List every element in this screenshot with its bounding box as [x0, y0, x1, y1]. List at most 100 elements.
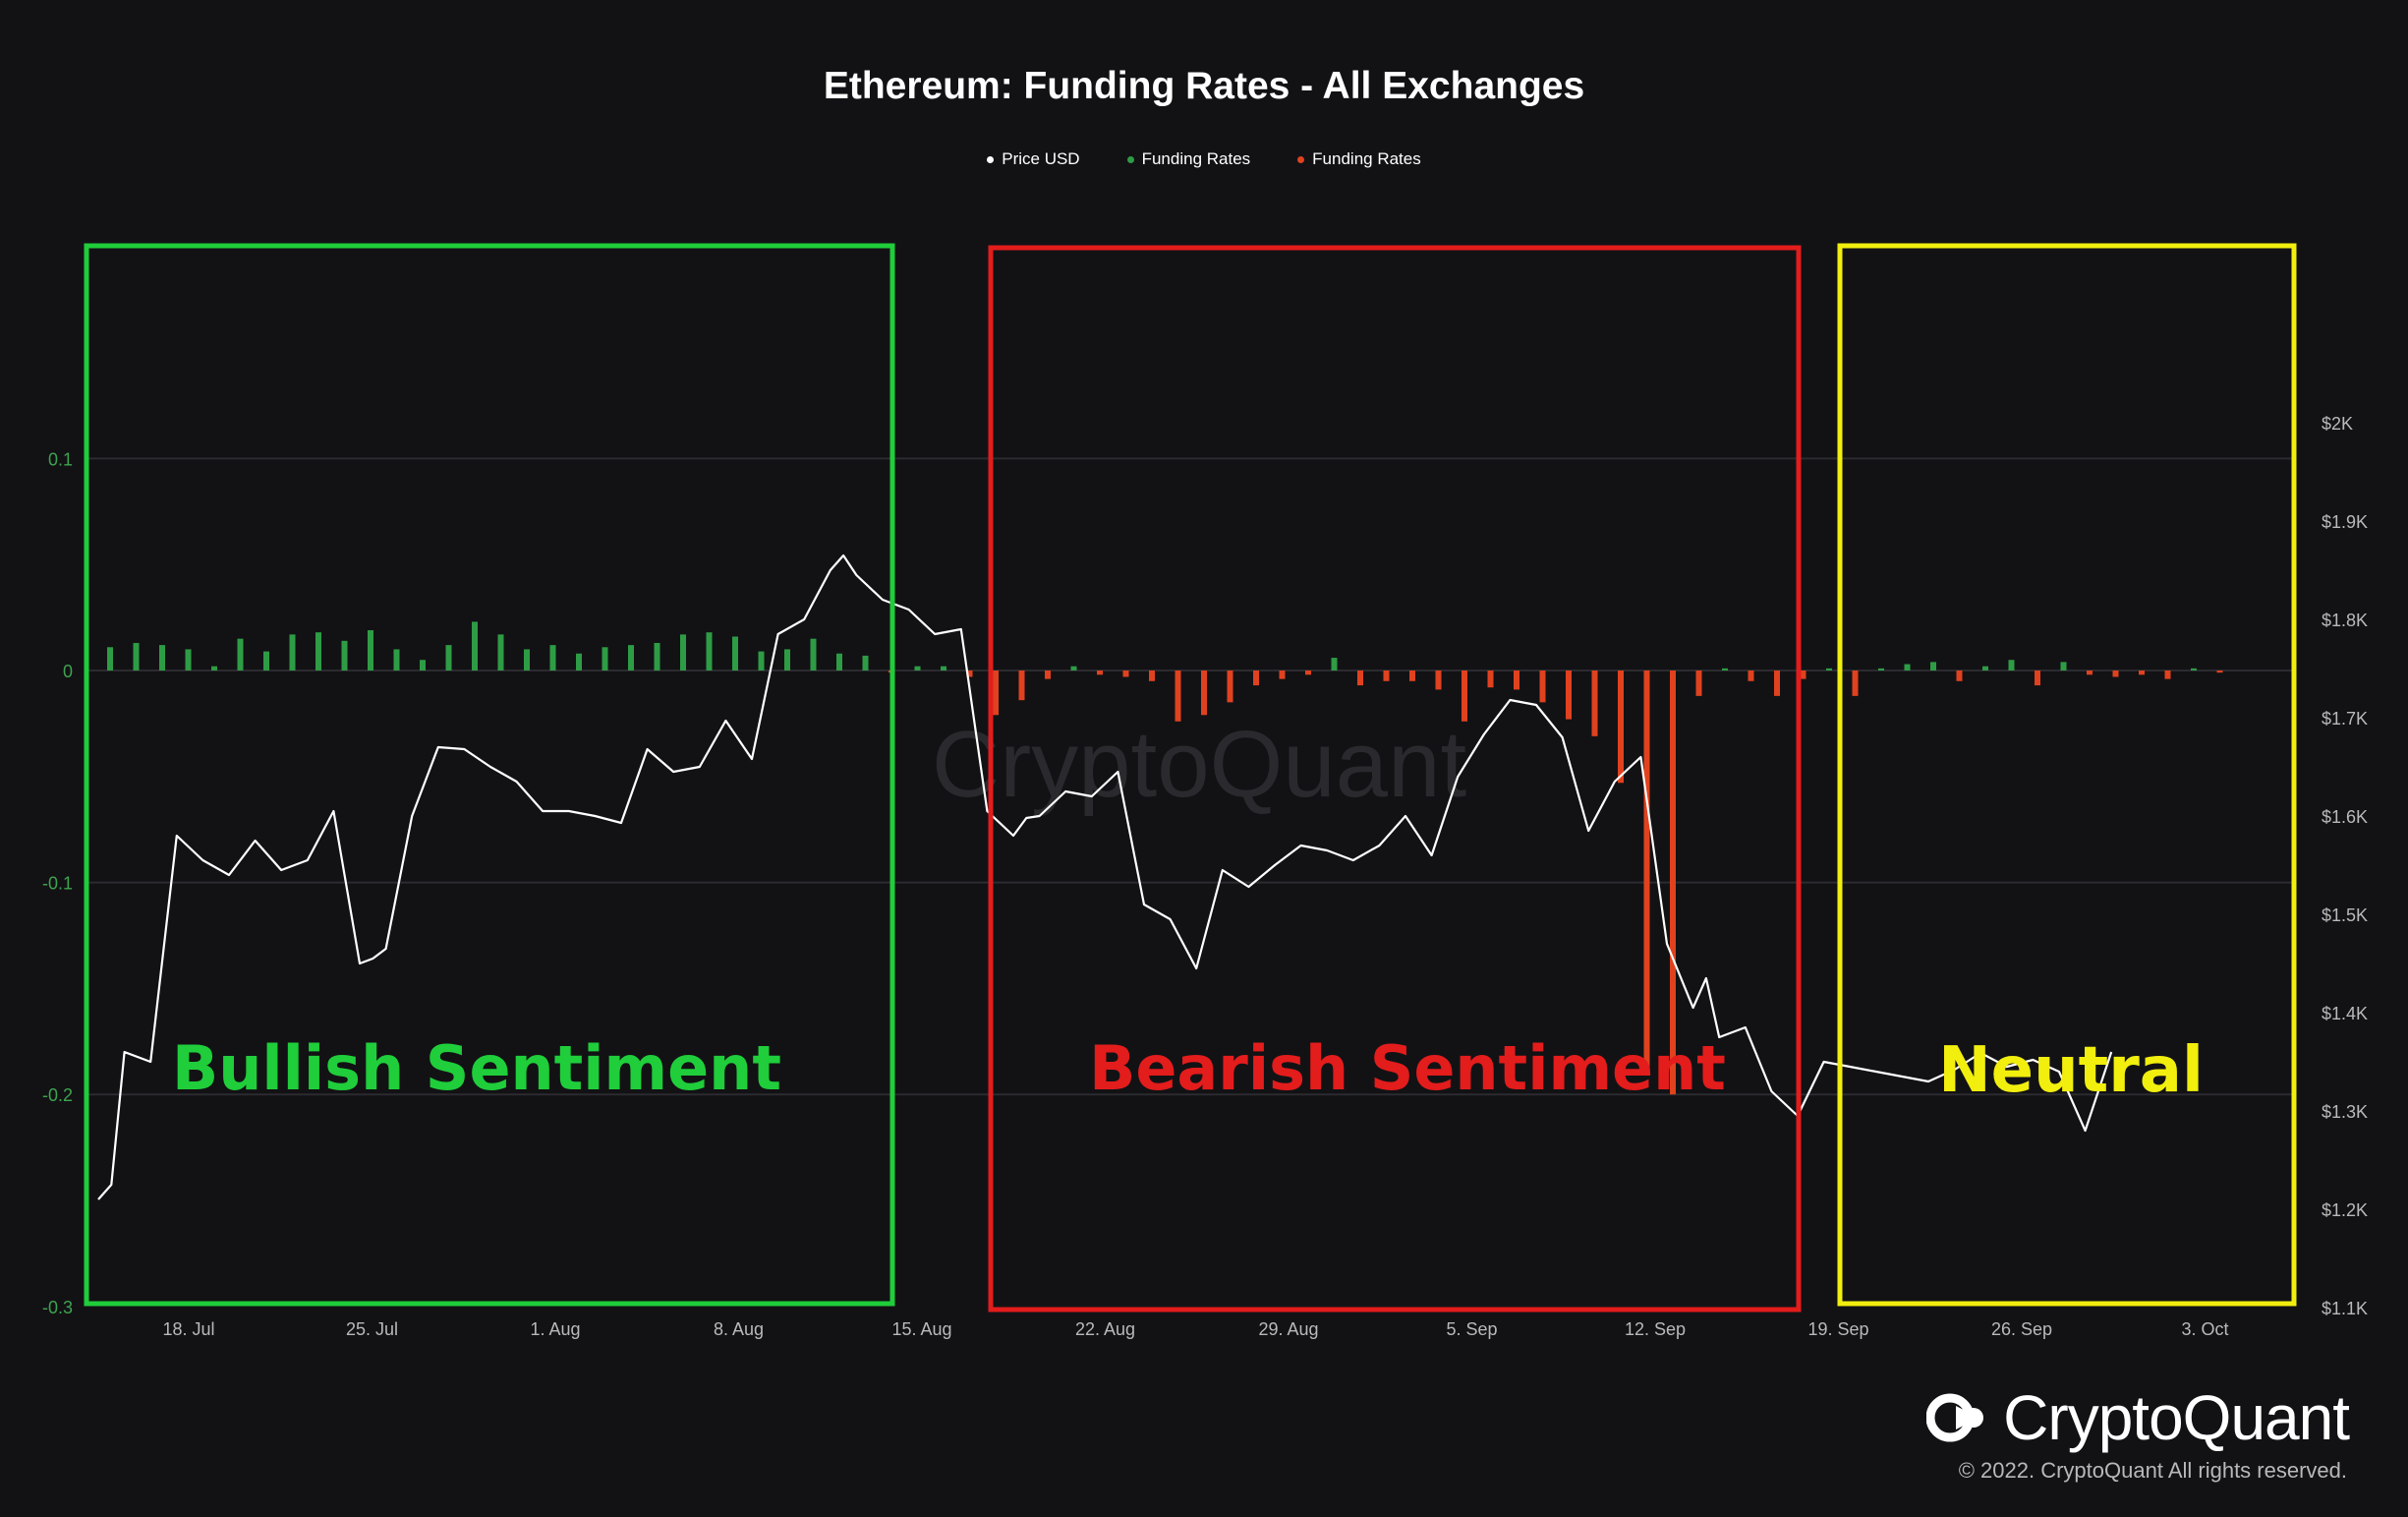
legend-dot-icon [1297, 155, 1305, 163]
funding-bar-positive [732, 636, 738, 671]
funding-bar-positive [1722, 668, 1728, 671]
funding-bar-positive [393, 649, 400, 671]
funding-bar-negative [1539, 671, 1546, 703]
funding-bar-negative [2216, 671, 2223, 673]
funding-bar-negative [1149, 671, 1155, 681]
funding-bar-positive [2060, 662, 2067, 671]
x-axis-tick: 8. Aug [714, 1319, 764, 1339]
funding-bar-negative [1409, 671, 1415, 681]
legend-dot-icon [987, 155, 995, 163]
funding-bar-positive [914, 666, 921, 671]
funding-bar-positive [549, 645, 556, 671]
x-axis-tick: 22. Aug [1075, 1319, 1135, 1339]
funding-bar-negative [1618, 671, 1624, 784]
x-axis-tick: 19. Sep [1807, 1319, 1868, 1339]
funding-bar-positive [784, 649, 790, 671]
grid-lines [86, 457, 2296, 1096]
funding-bar-positive [133, 642, 140, 671]
funding-bar-positive [1930, 662, 1936, 671]
legend-label: Funding Rates [1312, 149, 1421, 168]
right-axis-tick: $1.4K [2322, 1004, 2368, 1023]
funding-bar-negative [1201, 671, 1207, 716]
x-axis-tick: 25. Jul [346, 1319, 398, 1339]
left-axis-tick: 0.1 [48, 449, 73, 469]
funding-bar-positive [2008, 660, 2015, 671]
funding-bar-negative [2035, 671, 2040, 686]
funding-bar-negative [966, 671, 973, 677]
funding-bar-positive [159, 645, 165, 671]
funding-bar-positive [368, 630, 373, 671]
funding-bar-positive [576, 653, 582, 671]
right-axis-tick: $2K [2322, 414, 2353, 434]
funding-bar-positive [1331, 658, 1338, 671]
funding-bar-negative [1748, 671, 1754, 681]
watermark: CryptoQuant [932, 712, 1466, 817]
x-axis-tick: 1. Aug [530, 1319, 580, 1339]
funding-bar-positive [680, 634, 686, 671]
funding-bar-positive [602, 647, 608, 671]
legend: Price USD Funding Rates Funding Rates [0, 149, 2408, 169]
x-axis-tick: 29. Aug [1258, 1319, 1318, 1339]
x-axis-tick: 5. Sep [1446, 1319, 1497, 1339]
funding-bar-negative [1566, 671, 1572, 720]
funding-bar-positive [263, 651, 269, 671]
funding-bar-negative [1462, 671, 1467, 722]
funding-bar-negative [1097, 671, 1103, 675]
copyright-text: © 2022. CryptoQuant All rights reserved. [1958, 1458, 2347, 1483]
funding-bar-positive [2191, 668, 2197, 671]
right-axis-tick: $1.7K [2322, 709, 2368, 729]
funding-bar-positive [1070, 666, 1077, 671]
funding-bar-positive [185, 649, 192, 671]
legend-item-price[interactable]: Price USD [987, 149, 1080, 169]
x-axis-tick: 15. Aug [891, 1319, 951, 1339]
funding-bar-positive [810, 638, 817, 671]
funding-bar-negative [1279, 671, 1286, 679]
funding-bar-negative [1670, 671, 1676, 1095]
sentiment-box [988, 245, 1802, 1313]
funding-bar-positive [341, 640, 348, 671]
funding-bar-negative [1175, 671, 1181, 722]
right-axis-tick: $1.3K [2322, 1102, 2368, 1122]
funding-bar-positive [941, 666, 946, 671]
funding-bar-negative [2112, 671, 2119, 677]
right-axis-tick: $1.9K [2322, 512, 2368, 532]
right-axis-tick: $1.8K [2322, 611, 2368, 630]
funding-bar-negative [1956, 671, 1963, 681]
right-axis: $2K $1.9K $1.8K $1.7K $1.6K $1.5K $1.4K $1.3K $1… [2322, 414, 2368, 1318]
funding-bar-negative [1253, 671, 1259, 686]
funding-bar-negative [1357, 671, 1363, 686]
left-axis: 0.1 0 -0.1 -0.2 -0.3 [42, 449, 73, 1316]
sentiment-annotations: Bullish Sentiment Bearish Sentiment Neutra… [84, 243, 2297, 1313]
legend-label: Price USD [1002, 149, 1080, 168]
funding-bar-negative [1800, 671, 1806, 679]
brand-name: CryptoQuant [2003, 1382, 2350, 1453]
left-axis-tick: 0 [63, 662, 73, 681]
funding-bar-negative [2164, 671, 2171, 679]
funding-bar-positive [1982, 666, 1988, 671]
funding-bar-positive [758, 651, 765, 671]
x-axis-tick: 18. Jul [162, 1319, 214, 1339]
funding-bar-negative [993, 671, 999, 716]
sentiment-label: Bullish Sentiment [172, 1032, 781, 1104]
funding-bar-positive [315, 632, 321, 671]
funding-bars [107, 621, 2223, 1095]
left-axis-tick: -0.3 [42, 1298, 73, 1317]
funding-bar-negative [1774, 671, 1780, 696]
funding-bar-positive [211, 666, 217, 671]
funding-bar-negative [1018, 671, 1025, 701]
x-axis-tick: 26. Sep [1991, 1319, 2052, 1339]
funding-bar-negative [1435, 671, 1442, 690]
x-axis-tick: 3. Oct [2181, 1319, 2228, 1339]
funding-bar-negative [1122, 671, 1129, 677]
funding-bar-positive [524, 649, 530, 671]
funding-bar-positive [654, 642, 660, 671]
x-axis: 18. Jul 25. Jul 1. Aug 8. Aug 15. Aug 22. Aug… [162, 1319, 2228, 1339]
sentiment-label: Neutral [1938, 1034, 2204, 1107]
legend-dot-icon [1126, 155, 1134, 163]
left-axis-tick: -0.2 [42, 1085, 73, 1105]
funding-bar-positive [706, 632, 713, 671]
legend-item-funding-negative[interactable]: Funding Rates [1297, 149, 1421, 169]
funding-bar-negative [1852, 671, 1859, 696]
legend-item-funding-positive[interactable]: Funding Rates [1126, 149, 1250, 169]
